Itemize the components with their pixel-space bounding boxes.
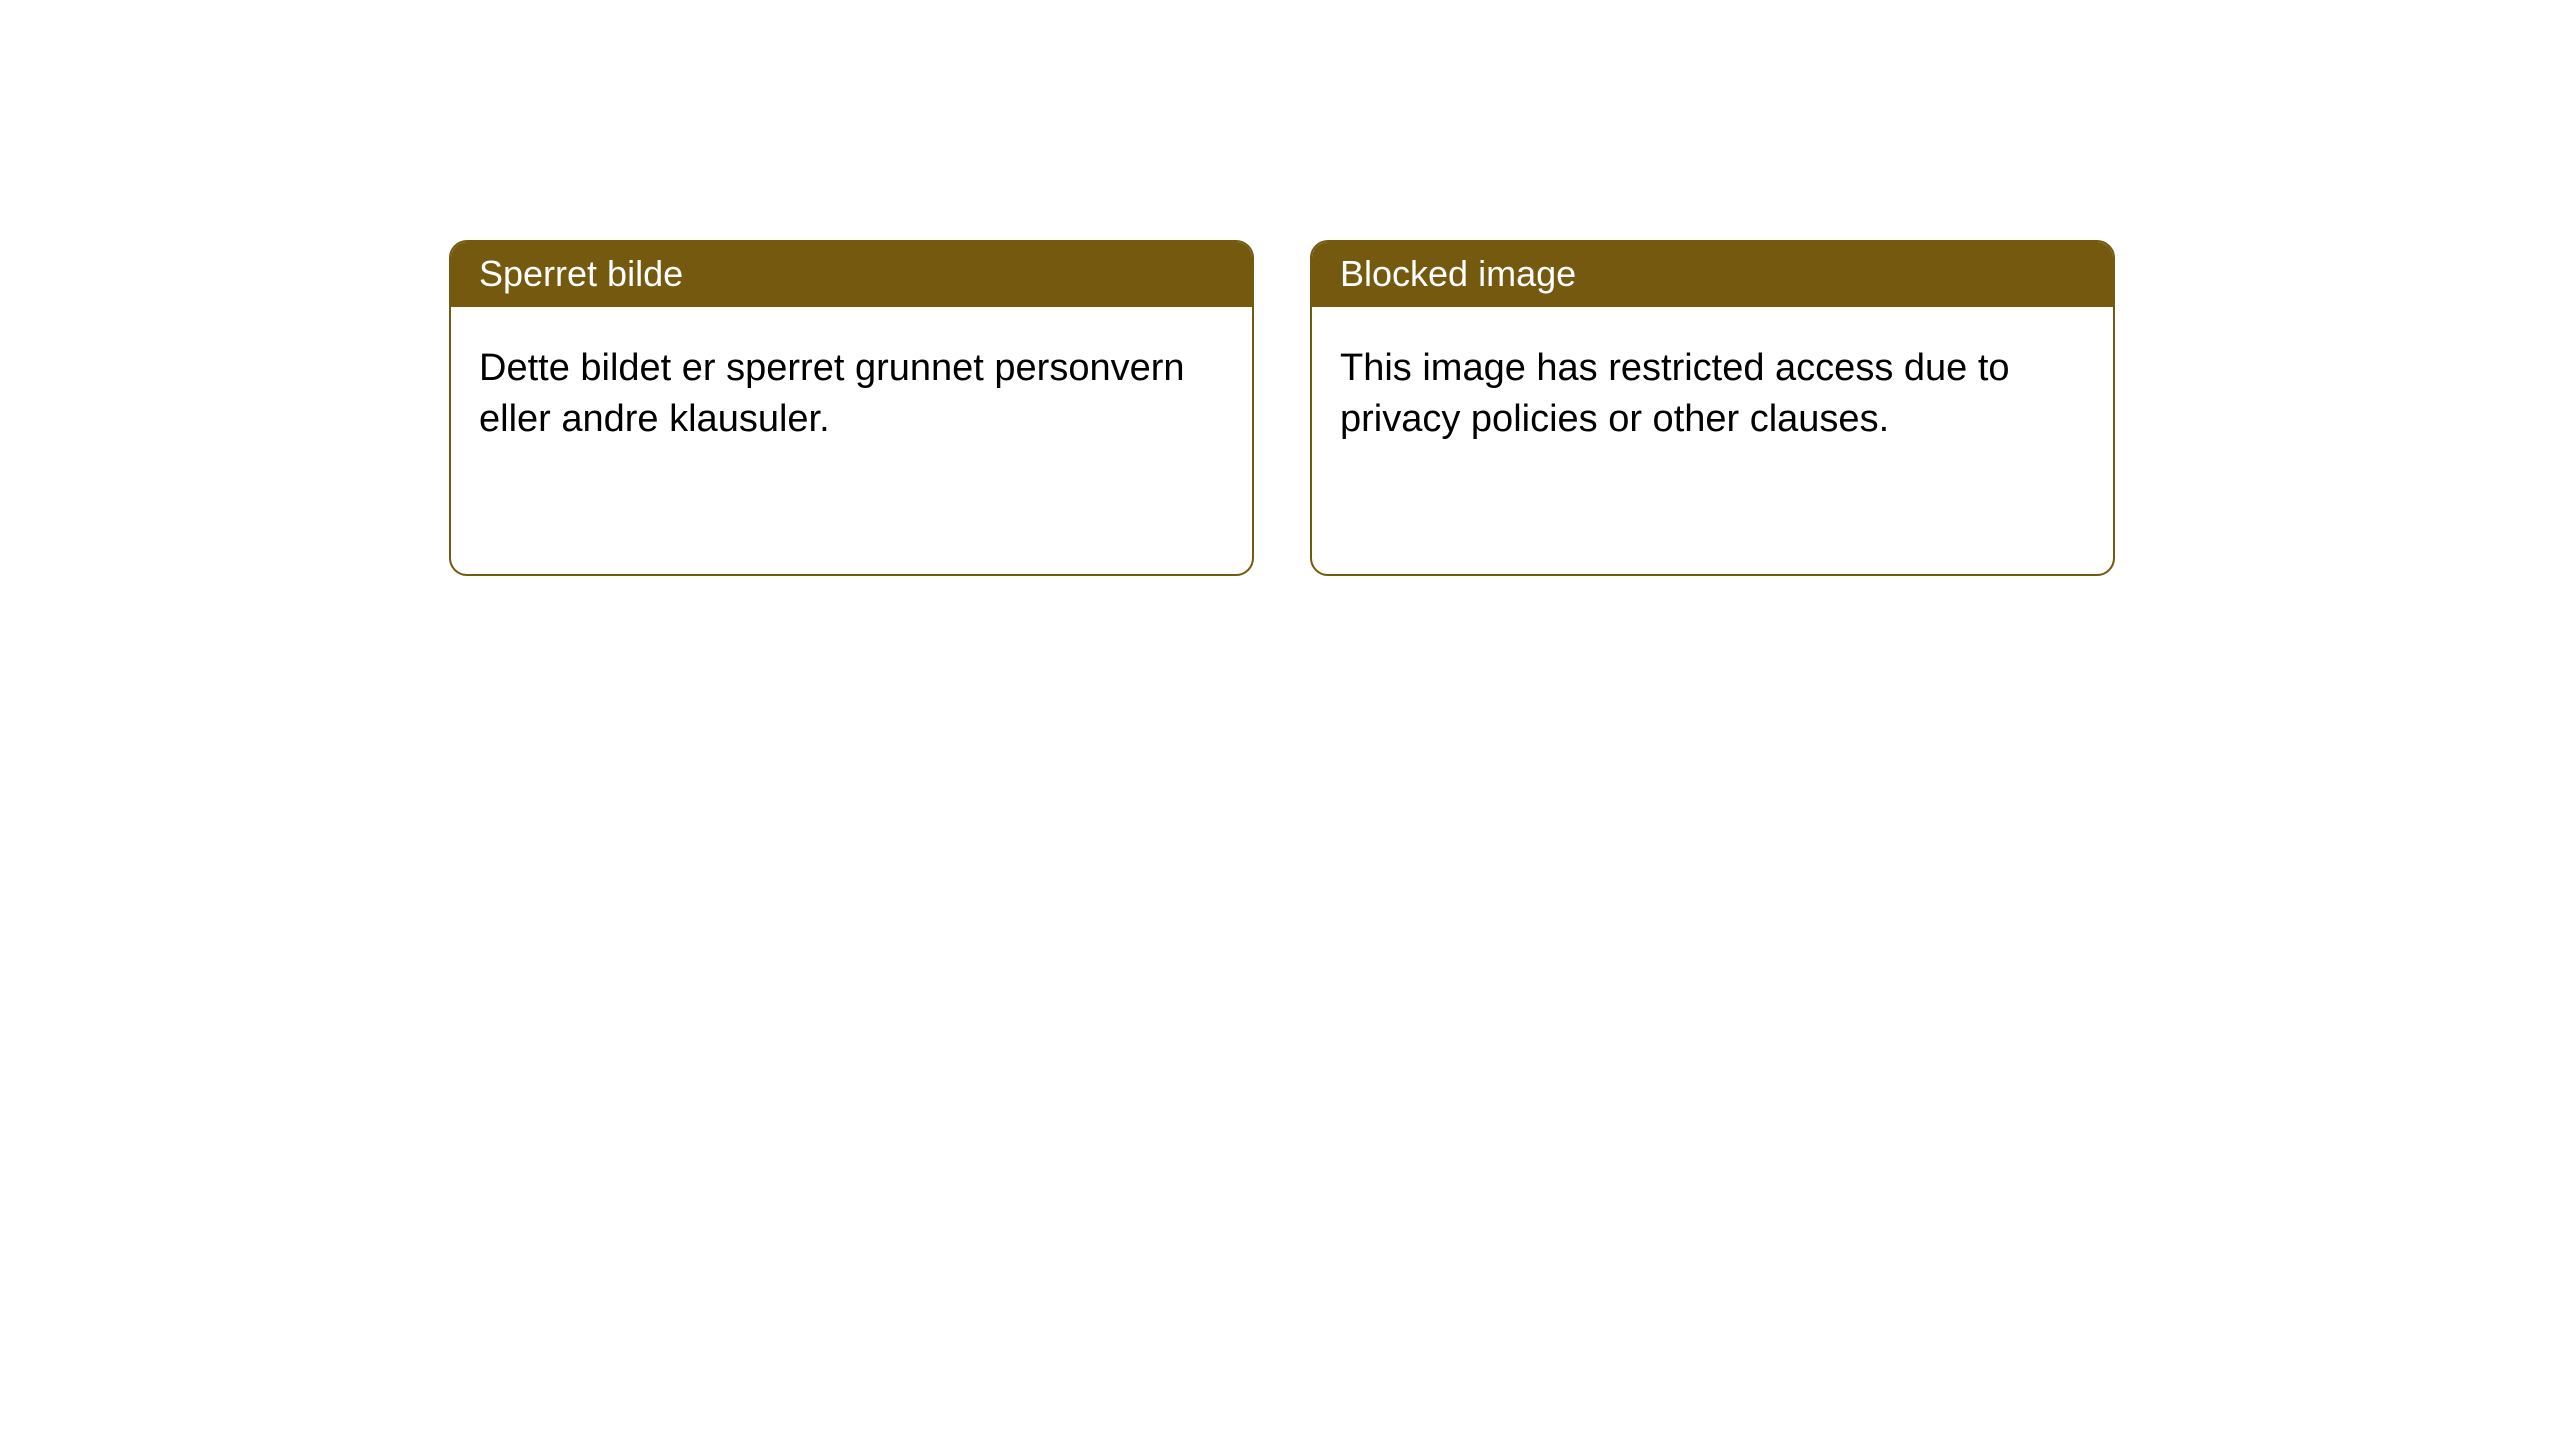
notice-header: Sperret bilde	[451, 242, 1252, 307]
notice-card-english: Blocked image This image has restricted …	[1310, 240, 2115, 576]
notice-body: Dette bildet er sperret grunnet personve…	[451, 307, 1252, 482]
notice-container: Sperret bilde Dette bildet er sperret gr…	[0, 0, 2560, 576]
notice-body-text: This image has restricted access due to …	[1340, 347, 2010, 440]
notice-title: Sperret bilde	[479, 253, 683, 294]
notice-body: This image has restricted access due to …	[1312, 307, 2113, 482]
notice-body-text: Dette bildet er sperret grunnet personve…	[479, 347, 1185, 440]
notice-card-norwegian: Sperret bilde Dette bildet er sperret gr…	[449, 240, 1254, 576]
notice-title: Blocked image	[1340, 253, 1576, 294]
notice-header: Blocked image	[1312, 242, 2113, 307]
